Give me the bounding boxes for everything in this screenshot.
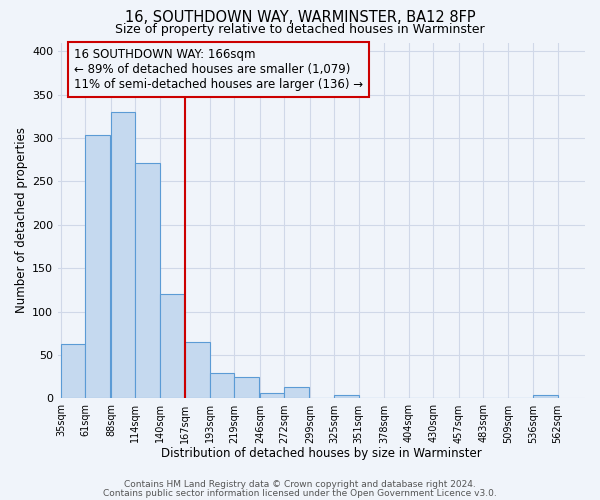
Text: Size of property relative to detached houses in Warminster: Size of property relative to detached ho… xyxy=(115,22,485,36)
Bar xyxy=(61,344,85,399)
Y-axis label: Number of detached properties: Number of detached properties xyxy=(15,128,28,314)
Bar xyxy=(260,394,284,398)
Bar xyxy=(185,342,210,398)
Bar xyxy=(160,294,184,399)
Text: Contains HM Land Registry data © Crown copyright and database right 2024.: Contains HM Land Registry data © Crown c… xyxy=(124,480,476,489)
Bar xyxy=(210,374,235,398)
Text: 16, SOUTHDOWN WAY, WARMINSTER, BA12 8FP: 16, SOUTHDOWN WAY, WARMINSTER, BA12 8FP xyxy=(125,10,475,25)
Text: 16 SOUTHDOWN WAY: 166sqm
← 89% of detached houses are smaller (1,079)
11% of sem: 16 SOUTHDOWN WAY: 166sqm ← 89% of detach… xyxy=(74,48,363,91)
Bar xyxy=(136,163,160,398)
Bar xyxy=(85,136,110,398)
Bar xyxy=(533,395,557,398)
X-axis label: Distribution of detached houses by size in Warminster: Distribution of detached houses by size … xyxy=(161,447,482,460)
Bar xyxy=(235,377,259,398)
Bar xyxy=(284,387,309,398)
Bar xyxy=(111,112,136,399)
Bar xyxy=(334,395,359,398)
Text: Contains public sector information licensed under the Open Government Licence v3: Contains public sector information licen… xyxy=(103,488,497,498)
